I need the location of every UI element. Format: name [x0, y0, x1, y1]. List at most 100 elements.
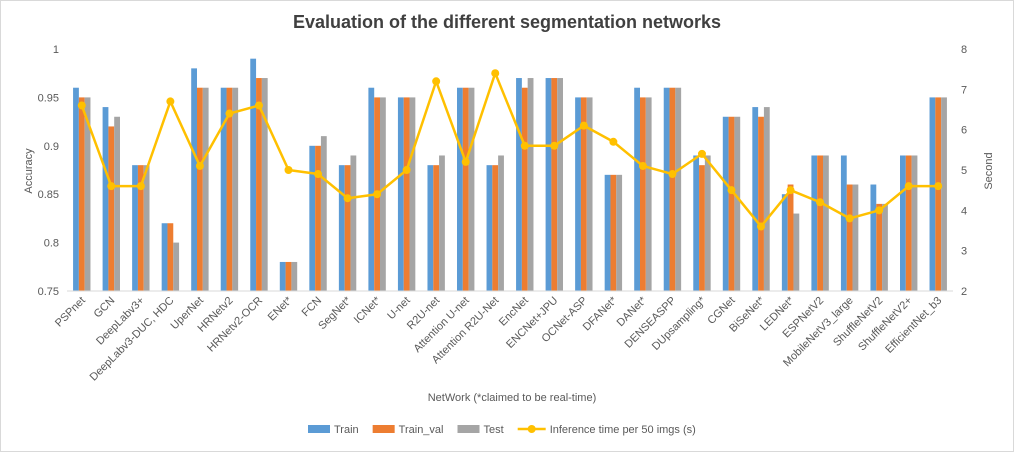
bar-test [202, 87, 209, 291]
inference-time-point [757, 222, 766, 231]
bar-train [693, 155, 700, 291]
inference-time-point [314, 170, 323, 179]
category-label: DUpsampling* [650, 294, 709, 353]
y-tick-label: 0.75 [38, 286, 59, 298]
bar-test [232, 87, 239, 291]
inference-time-point [786, 186, 795, 195]
bar-test [320, 136, 327, 291]
bar-test [380, 97, 386, 292]
legend-label-train: Train [334, 424, 359, 436]
bar-train-val [669, 87, 676, 291]
bar-train-val [905, 155, 912, 291]
y-tick-label: 0.9 [44, 141, 59, 153]
x-axis-title: NetWork (*claimed to be real-time) [428, 392, 597, 404]
bar-train [397, 97, 404, 292]
bar-train-val [728, 116, 735, 291]
category-label: ENet* [266, 294, 295, 323]
legend-marker-inference-time-per-50-imgs-s [527, 425, 536, 433]
bar-test [616, 174, 623, 291]
bar-train-val [403, 97, 410, 292]
inference-time-point [77, 101, 86, 110]
y2-tick-label: 5 [961, 165, 967, 177]
bar-train [250, 58, 257, 292]
inference-time-point [402, 166, 411, 174]
y2-tick-label: 4 [961, 205, 967, 217]
inference-time-point [136, 182, 145, 191]
bar-train-val [935, 97, 942, 292]
bar-test [763, 107, 770, 291]
bar-train-val [787, 184, 794, 291]
bar-test [291, 261, 298, 291]
legend-label-test: Test [484, 424, 504, 436]
bar-train [457, 87, 463, 291]
bar-test [527, 78, 534, 291]
inference-time-point [875, 206, 884, 215]
bar-train-val [197, 87, 203, 291]
inference-time-point [491, 69, 500, 78]
bar-test [143, 165, 150, 291]
bar-train [73, 87, 79, 291]
bar-train [545, 78, 552, 291]
bar-train-val [699, 165, 705, 291]
bar-train [486, 165, 493, 291]
bar-train [338, 165, 345, 291]
bar-train [161, 223, 168, 291]
bar-train-val [137, 165, 144, 291]
bar-train-val [256, 78, 262, 291]
inference-time-point [284, 166, 293, 174]
inference-time-point [638, 161, 647, 170]
bar-train [368, 87, 375, 291]
bar-test [645, 97, 652, 292]
y-tick-label: 0.95 [38, 92, 59, 104]
bar-test [852, 184, 859, 291]
y-tick-label: 0.8 [44, 238, 59, 250]
inference-time-point [461, 157, 470, 166]
bar-train-val [610, 174, 617, 291]
bar-test [409, 97, 416, 292]
legend-label-inference-time-per-50-imgs-s: Inference time per 50 imgs (s) [550, 424, 696, 436]
category-label: ICNet* [352, 294, 384, 326]
bar-train-val [640, 97, 646, 292]
inference-time-point [845, 214, 854, 223]
bar-train-val [492, 165, 499, 291]
bar-train-val [108, 126, 115, 291]
bar-train-val [167, 223, 174, 291]
inference-time-point [550, 141, 559, 150]
bar-train-val [285, 261, 292, 291]
bar-test [941, 97, 947, 292]
bar-test [734, 116, 741, 291]
bar-train [309, 145, 316, 291]
y2-tick-label: 7 [961, 84, 967, 96]
bar-train-val [78, 97, 85, 292]
bar-train [575, 97, 581, 292]
bar-train-val [758, 116, 764, 291]
bar-test [114, 116, 120, 291]
category-label: FCN [300, 295, 325, 320]
bar-train [811, 155, 818, 291]
bar-train [870, 184, 877, 291]
bar-train-val [876, 203, 883, 291]
inference-time-point [166, 97, 175, 106]
bar-train-val [817, 155, 823, 291]
inference-time-point [343, 194, 352, 203]
bar-train [840, 155, 847, 291]
category-label: PSPnet [53, 295, 88, 330]
bar-train-val [344, 165, 351, 291]
bar-train-val [521, 87, 528, 291]
legend: Train Train_val Test Inference time per 50 … [308, 424, 696, 436]
bar-train [191, 68, 197, 291]
y2-tick-label: 6 [961, 125, 967, 137]
bar-train [929, 97, 936, 292]
bar-train [781, 194, 788, 291]
bars-layer [73, 58, 947, 292]
bar-test [439, 155, 445, 291]
bar-train [102, 107, 109, 291]
bar-train [663, 87, 670, 291]
bar-train-val [226, 87, 233, 291]
line-layer [77, 69, 943, 231]
bar-train-val [315, 145, 321, 291]
bar-train-val [462, 87, 469, 291]
inference-time-point [816, 198, 825, 207]
bar-train-val [433, 165, 440, 291]
